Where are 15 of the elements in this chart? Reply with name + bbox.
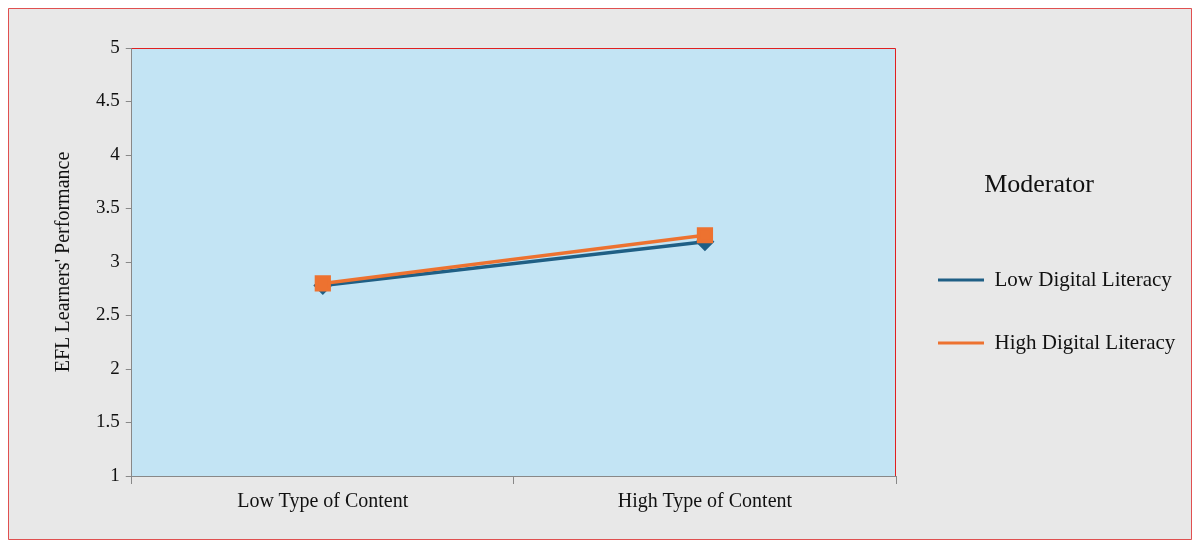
y-tick-label: 4.5: [96, 89, 120, 111]
y-tick-label: 3: [110, 249, 120, 271]
y-tick-label: 4: [110, 142, 121, 164]
y-tick-label: 1.5: [96, 410, 120, 432]
y-tick-label: 5: [110, 35, 120, 57]
legend-label: Low Digital Literacy: [994, 266, 1173, 291]
y-tick-label: 3.5: [96, 196, 120, 218]
y-tick-label: 2: [110, 356, 120, 378]
legend-title: Moderator: [984, 169, 1095, 199]
x-tick-label: High Type of Content: [617, 489, 793, 513]
y-axis-title: EFL Learners' Performance: [51, 151, 74, 373]
x-tick-label: Low Type of Content: [237, 489, 409, 513]
legend-label: High Digital Literacy: [994, 329, 1176, 354]
y-tick-label: 1: [110, 463, 120, 485]
y-tick-label: 2.5: [96, 303, 120, 325]
